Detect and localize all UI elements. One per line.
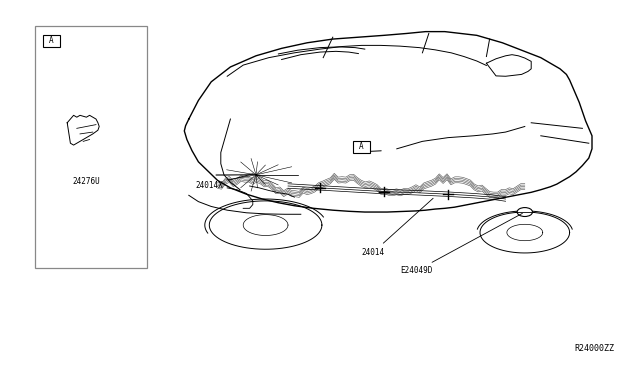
Text: E24049D: E24049D <box>400 214 522 275</box>
Bar <box>43 35 60 46</box>
Circle shape <box>517 208 532 217</box>
Text: A: A <box>359 142 364 151</box>
Text: R24000ZZ: R24000ZZ <box>575 344 614 353</box>
Text: 24014: 24014 <box>362 198 433 257</box>
Bar <box>353 141 370 153</box>
Text: 24276U: 24276U <box>72 177 100 186</box>
Text: 24014X: 24014X <box>195 174 253 190</box>
Bar <box>35 26 147 268</box>
Text: A: A <box>49 36 54 45</box>
